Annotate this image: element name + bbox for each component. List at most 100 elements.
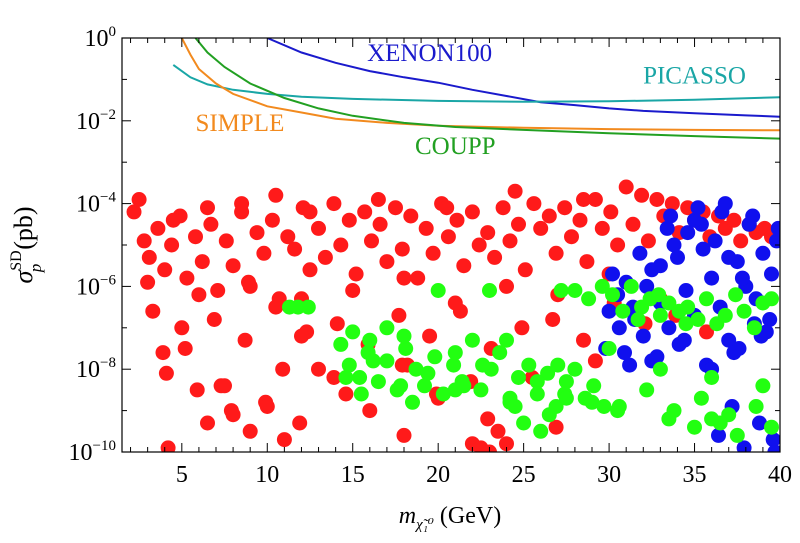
green-points-point bbox=[353, 386, 369, 402]
axis-ticks-layer: 5 10 15 20 25 30 35 40 100 10−2 10−4 10−6 10−8 10−10 bbox=[69, 24, 792, 488]
green-points-point bbox=[755, 378, 771, 394]
green-points-point bbox=[446, 357, 462, 373]
red-points-point bbox=[362, 403, 378, 419]
green-points-point bbox=[736, 303, 752, 319]
green-points-point bbox=[521, 357, 537, 373]
red-points-point bbox=[242, 423, 258, 439]
green-points-point bbox=[748, 399, 764, 414]
x-tick-label: 15 bbox=[341, 462, 365, 488]
red-points-point bbox=[396, 427, 412, 443]
green-points-point bbox=[550, 357, 566, 373]
green-points-point bbox=[362, 332, 378, 348]
blue-points-point bbox=[767, 444, 780, 452]
red-points-point bbox=[372, 216, 388, 232]
y-axis-unit: (pb) bbox=[9, 206, 38, 249]
green-points-point bbox=[764, 419, 779, 435]
red-points-point bbox=[311, 220, 326, 236]
blue-points-point bbox=[695, 241, 711, 257]
green-points-point bbox=[652, 361, 668, 377]
green-points-point bbox=[541, 407, 557, 423]
blue-points-point bbox=[601, 303, 617, 319]
blue-points-point bbox=[663, 208, 679, 224]
y-tick-label: 100 bbox=[85, 24, 117, 52]
red-points-point bbox=[447, 295, 463, 311]
red-points-point bbox=[268, 299, 284, 315]
simple-limit-curve bbox=[180, 38, 780, 132]
green-points-point bbox=[717, 307, 733, 323]
green-points-point bbox=[661, 411, 677, 427]
x-tick-label: 10 bbox=[255, 462, 279, 488]
green-points-point bbox=[680, 299, 696, 315]
blue-points-point bbox=[731, 341, 747, 356]
blue-points-point bbox=[734, 270, 750, 286]
red-points-point bbox=[490, 423, 506, 439]
red-points-point bbox=[326, 196, 342, 212]
green-points-point bbox=[601, 341, 617, 356]
blue-points-point bbox=[736, 440, 752, 452]
green-points-point bbox=[529, 374, 545, 390]
green-points-point bbox=[615, 303, 631, 319]
red-points-point bbox=[726, 212, 742, 228]
y-tick-label: 10−10 bbox=[69, 438, 116, 466]
blue-points-point bbox=[611, 320, 627, 336]
blue-points-point bbox=[721, 249, 737, 265]
red-points-point bbox=[206, 312, 222, 327]
green-points-point bbox=[567, 361, 583, 377]
green-points-point bbox=[290, 299, 306, 315]
red-points-point bbox=[140, 274, 156, 290]
blue-points-point bbox=[680, 225, 696, 241]
red-points-point bbox=[649, 192, 665, 207]
red-points-point bbox=[533, 220, 549, 236]
red-points-point bbox=[391, 307, 407, 323]
red-points-point bbox=[242, 278, 258, 294]
red-points-point bbox=[294, 328, 309, 344]
red-points-point bbox=[177, 341, 193, 356]
green-points-point bbox=[405, 394, 420, 410]
green-points-point bbox=[507, 399, 523, 414]
red-points-point bbox=[302, 262, 318, 278]
coupp-limit-curve bbox=[194, 38, 780, 140]
red-points-point bbox=[396, 270, 412, 286]
green-points-point bbox=[596, 399, 612, 414]
red-points-point bbox=[425, 245, 441, 261]
red-points-point bbox=[200, 415, 215, 431]
red-points-point bbox=[514, 320, 530, 336]
y-tick-label: 10−8 bbox=[76, 355, 116, 383]
scatter-points-layer bbox=[126, 179, 780, 452]
blue-points-point bbox=[649, 349, 665, 365]
curve-labels-layer: XENON100 PICASSO SIMPLE COUPP bbox=[195, 40, 745, 160]
green-points-point bbox=[435, 386, 451, 402]
red-points-point bbox=[394, 241, 410, 257]
green-points-point bbox=[341, 357, 357, 373]
red-points-point bbox=[225, 407, 241, 423]
green-points-point bbox=[678, 316, 694, 332]
red-points-point bbox=[237, 332, 253, 348]
green-points-point bbox=[511, 370, 526, 385]
red-points-point bbox=[160, 440, 176, 452]
red-points-point bbox=[345, 283, 361, 298]
x-axis-symbol: m bbox=[399, 503, 416, 529]
green-points-point bbox=[693, 390, 709, 406]
red-points-point bbox=[640, 233, 656, 249]
y-tick-label: 10−4 bbox=[76, 190, 116, 218]
x-axis-title: mχ̃₁⁰ (GeV) bbox=[399, 503, 501, 533]
blue-points-point bbox=[617, 345, 632, 361]
green-points-point bbox=[652, 307, 668, 323]
green-points-point bbox=[447, 345, 463, 361]
red-points-point bbox=[572, 212, 588, 228]
red-points-point bbox=[200, 200, 215, 216]
red-points-point bbox=[507, 183, 523, 199]
green-points-point bbox=[300, 299, 316, 315]
red-points-point bbox=[165, 212, 181, 228]
green-points-point bbox=[398, 341, 414, 356]
blue-points-point bbox=[635, 328, 651, 344]
red-points-point bbox=[174, 320, 190, 336]
red-points-point bbox=[141, 249, 157, 265]
green-points-point bbox=[699, 291, 714, 307]
green-points-point bbox=[704, 370, 720, 385]
red-points-point bbox=[541, 208, 557, 224]
green-points-point bbox=[594, 278, 610, 294]
green-points-point bbox=[540, 365, 556, 381]
blue-points-point bbox=[765, 432, 780, 448]
red-points-point bbox=[329, 316, 345, 332]
